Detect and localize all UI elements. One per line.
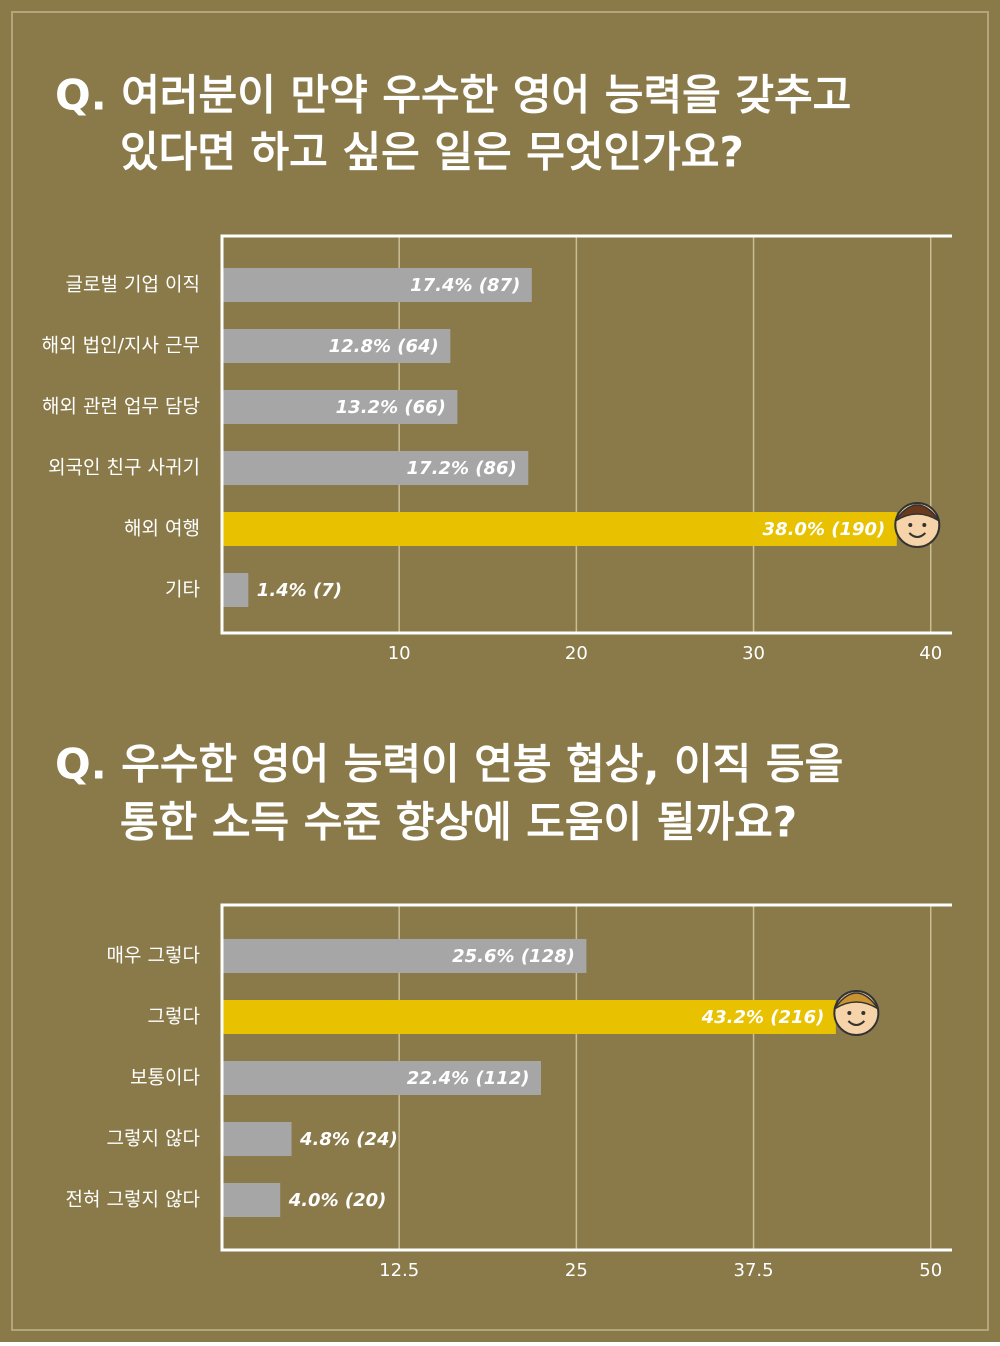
value-label: 25.6% (128) [452, 946, 575, 967]
category-label: 외국인 친구 사귀기 [48, 457, 200, 479]
chart-title: Q. 여러분이 만약 우수한 영어 능력을 갖추고 [55, 71, 851, 120]
category-label: 매우 그렇다 [107, 945, 200, 967]
mascot-smile [908, 532, 927, 538]
axis-frame [220, 903, 952, 1252]
value-label: 4.8% (24) [299, 1129, 398, 1150]
mascot-eye [908, 523, 913, 527]
x-tick-label: 50 [919, 1260, 942, 1281]
mascot-eye [861, 1011, 866, 1015]
value-label: 22.4% (112) [407, 1068, 530, 1089]
mascot-eye [922, 523, 927, 527]
category-label: 해외 관련 업무 담당 [42, 396, 200, 418]
bar [223, 573, 249, 607]
mascot-eye [847, 1011, 852, 1015]
x-tick-label: 30 [742, 643, 765, 664]
bar [223, 1000, 836, 1034]
x-tick-label: 10 [388, 643, 411, 664]
value-label: 12.8% (64) [329, 336, 439, 357]
bar [223, 1061, 542, 1095]
value-label: 17.4% (87) [410, 275, 520, 296]
category-label: 글로벌 기업 이직 [66, 274, 200, 296]
x-tick-label: 37.5 [734, 1260, 774, 1281]
chart-title: 통한 소득 수준 향상에 도움이 될까요? [120, 798, 797, 847]
bar [223, 268, 532, 302]
value-label: 1.4% (7) [257, 580, 342, 601]
mascot-hair [894, 504, 940, 522]
x-tick-label: 25 [565, 1260, 588, 1281]
mascot-smile [847, 1020, 866, 1026]
value-label: 38.0% (190) [763, 519, 886, 540]
bar [223, 1183, 281, 1217]
category-label: 그렇다 [148, 1006, 200, 1028]
mascot-hair [833, 992, 879, 1010]
bar [223, 329, 451, 363]
value-label: 43.2% (216) [701, 1007, 825, 1028]
chart-title: Q. 우수한 영어 능력이 연봉 협상, 이직 등을 [55, 740, 843, 789]
bar [223, 939, 587, 973]
chart-title: 있다면 하고 싶은 일은 무엇인가요? [120, 128, 744, 177]
category-label: 전혀 그렇지 않다 [66, 1189, 200, 1211]
x-tick-label: 40 [919, 643, 942, 664]
category-label: 해외 법인/지사 근무 [42, 335, 200, 357]
bar [223, 451, 529, 485]
x-tick-label: 20 [565, 643, 588, 664]
x-tick-label: 12.5 [379, 1260, 419, 1281]
bar [223, 1122, 292, 1156]
bar [223, 390, 458, 424]
axis-frame [220, 234, 952, 635]
category-label: 해외 여행 [124, 518, 200, 540]
value-label: 17.2% (86) [407, 458, 517, 479]
frame [11, 11, 989, 1331]
category-label: 그렇지 않다 [107, 1128, 200, 1150]
category-label: 기타 [165, 579, 200, 601]
category-label: 보통이다 [130, 1067, 200, 1089]
value-label: 13.2% (66) [336, 397, 446, 418]
value-label: 4.0% (20) [288, 1190, 387, 1211]
bar [223, 512, 897, 546]
